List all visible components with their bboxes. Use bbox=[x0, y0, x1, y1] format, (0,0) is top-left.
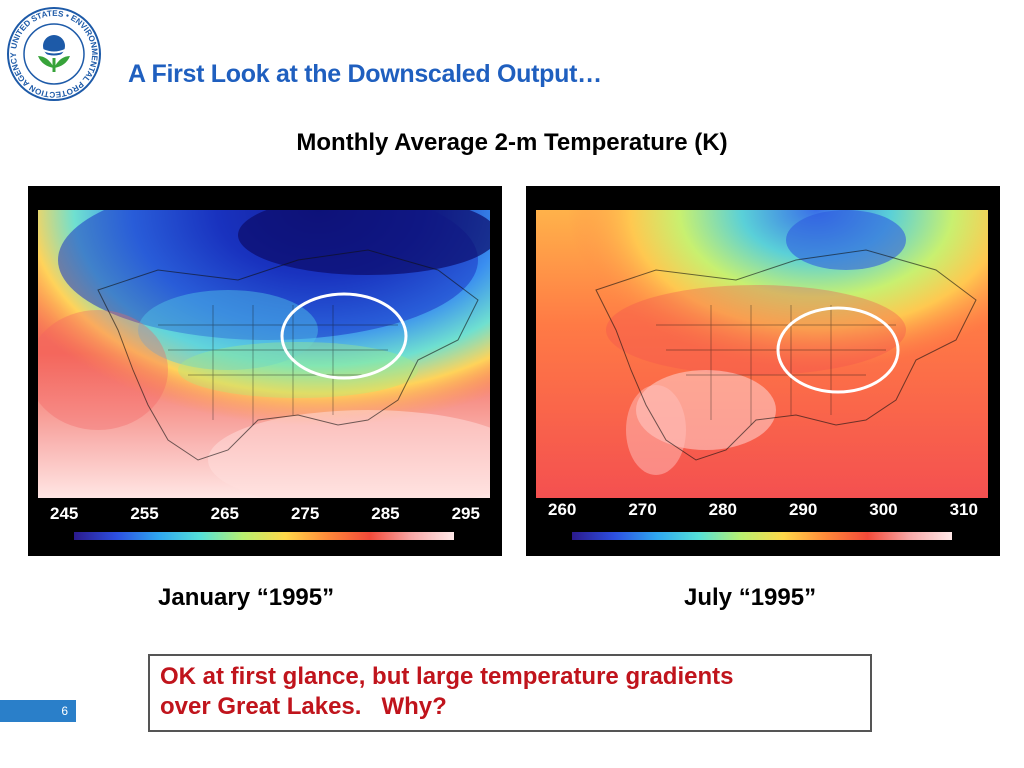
july-colorbar-ticks: 260 270 280 290 300 310 bbox=[548, 500, 978, 524]
colorbar-tick: 275 bbox=[290, 504, 320, 523]
colorbar-tick: 245 bbox=[50, 504, 79, 523]
callout-line: OK at first glance, but large temperatur… bbox=[160, 663, 734, 690]
callout-line: over Great Lakes. Why? bbox=[160, 693, 447, 720]
slide-subtitle: Monthly Average 2-m Temperature (K) bbox=[296, 129, 728, 156]
colorbar-tick: 260 bbox=[548, 500, 577, 519]
slide-title: A First Look at the Downscaled Output… bbox=[128, 60, 602, 88]
colorbar-tick: 310 bbox=[949, 500, 978, 519]
great-lakes-highlight-circle bbox=[280, 292, 408, 380]
colorbar-tick: 290 bbox=[788, 500, 818, 519]
colorbar-tick: 285 bbox=[371, 504, 400, 523]
january-colorbar bbox=[74, 532, 454, 540]
colorbar-tick: 270 bbox=[628, 500, 657, 519]
january-temperature-map bbox=[38, 210, 490, 498]
page-number: 6 bbox=[0, 700, 76, 722]
epa-seal-icon: UNITED STATES • ENVIRONMENTAL PROTECTION… bbox=[6, 6, 101, 101]
great-lakes-highlight-circle bbox=[776, 306, 900, 394]
july-caption: July “1995” bbox=[684, 584, 817, 611]
july-temperature-map bbox=[536, 210, 988, 498]
callout-box: OK at first glance, but large temperatur… bbox=[148, 654, 872, 732]
colorbar-tick: 300 bbox=[869, 500, 898, 519]
colorbar-tick: 265 bbox=[210, 504, 239, 523]
january-colorbar-ticks: 245 255 265 275 285 295 bbox=[50, 504, 480, 528]
colorbar-tick: 255 bbox=[130, 504, 159, 523]
january-map-panel: 245 255 265 275 285 295 bbox=[28, 186, 502, 556]
january-caption: January “1995” bbox=[158, 584, 335, 611]
july-map-panel: 260 270 280 290 300 310 bbox=[526, 186, 1000, 556]
colorbar-tick: 280 bbox=[708, 500, 737, 519]
july-colorbar bbox=[572, 532, 952, 540]
colorbar-tick: 295 bbox=[451, 504, 480, 523]
